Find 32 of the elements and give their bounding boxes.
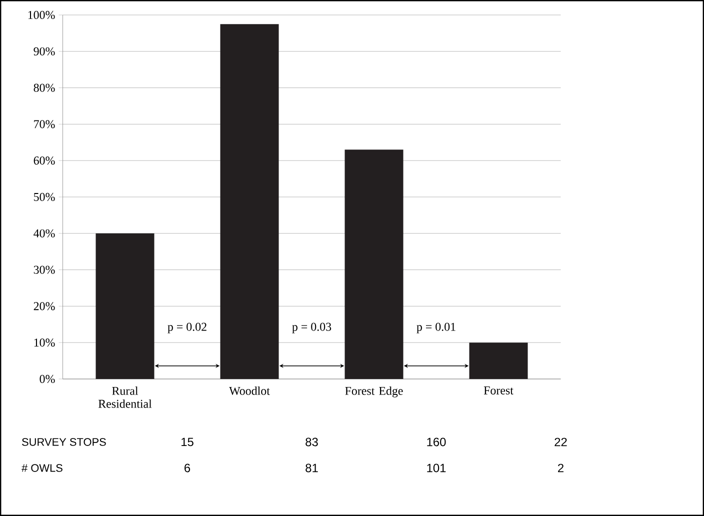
text: 2 <box>558 464 564 472</box>
bar <box>96 233 154 379</box>
text: 101 <box>427 464 446 472</box>
y-tick-label: 50% <box>34 192 55 202</box>
y-tick-label: 0% <box>40 374 55 384</box>
bar <box>469 342 528 379</box>
x-tick-label: Woodlot <box>229 386 270 395</box>
text: SURVEY STOPS <box>22 438 106 446</box>
y-tick-label: 20% <box>34 302 55 310</box>
y-tick-label: 80% <box>34 84 55 92</box>
bar <box>220 24 279 379</box>
x-tick-label: Forest <box>484 386 514 394</box>
bar <box>344 150 404 379</box>
text: 160 <box>427 438 446 446</box>
x-tick-label: Forest Edge <box>345 386 403 398</box>
text: # OWLS <box>22 464 62 472</box>
text: 15 <box>182 438 194 446</box>
text: 22 <box>554 438 567 446</box>
y-tick-label: 10% <box>34 338 55 347</box>
x-tick-label: Rural Residential <box>98 386 152 408</box>
y-tick-label: 70% <box>34 120 55 128</box>
y-tick-label: 90% <box>34 47 55 56</box>
y-tick-label: 30% <box>34 266 55 274</box>
text: 81 <box>306 464 318 472</box>
annotation: p = 0.03 <box>292 322 332 334</box>
y-tick-label: 60% <box>34 156 55 165</box>
y-tick-label: 100% <box>28 10 55 20</box>
annotation: p = 0.01 <box>416 322 456 334</box>
annotation: p = 0.02 <box>168 322 206 334</box>
y-tick-label: 40% <box>34 229 55 238</box>
text: 6 <box>184 464 190 472</box>
text: 83 <box>306 438 318 446</box>
